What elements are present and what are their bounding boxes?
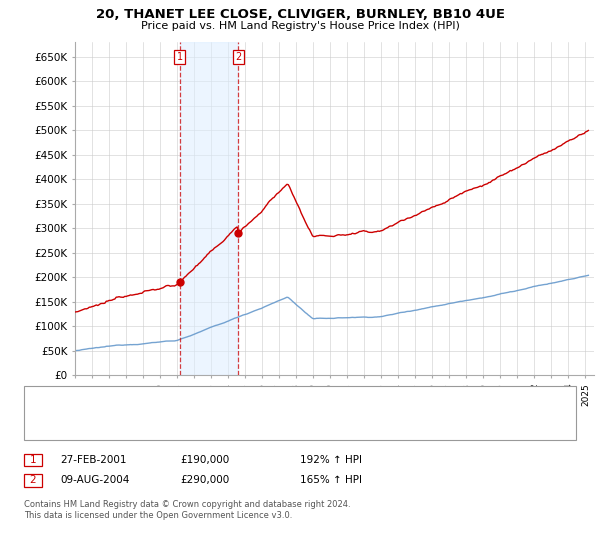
Text: 2: 2 xyxy=(29,475,37,486)
Text: 09-AUG-2004: 09-AUG-2004 xyxy=(60,475,130,486)
Text: £190,000: £190,000 xyxy=(180,455,229,465)
Text: This data is licensed under the Open Government Licence v3.0.: This data is licensed under the Open Gov… xyxy=(24,511,292,520)
Text: £290,000: £290,000 xyxy=(180,475,229,486)
Text: Contains HM Land Registry data © Crown copyright and database right 2024.: Contains HM Land Registry data © Crown c… xyxy=(24,500,350,508)
Text: 1: 1 xyxy=(176,52,183,62)
Text: 20, THANET LEE CLOSE, CLIVIGER, BURNLEY, BB10 4UE (detached house): 20, THANET LEE CLOSE, CLIVIGER, BURNLEY,… xyxy=(75,396,436,407)
Text: HPI: Average price, detached house, Burnley: HPI: Average price, detached house, Burn… xyxy=(75,421,293,431)
Text: 2: 2 xyxy=(235,52,241,62)
Text: 1: 1 xyxy=(29,455,37,465)
Text: Price paid vs. HM Land Registry's House Price Index (HPI): Price paid vs. HM Land Registry's House … xyxy=(140,21,460,31)
Text: 20, THANET LEE CLOSE, CLIVIGER, BURNLEY, BB10 4UE: 20, THANET LEE CLOSE, CLIVIGER, BURNLEY,… xyxy=(95,8,505,21)
Text: 192% ↑ HPI: 192% ↑ HPI xyxy=(300,455,362,465)
Text: 165% ↑ HPI: 165% ↑ HPI xyxy=(300,475,362,486)
Text: 27-FEB-2001: 27-FEB-2001 xyxy=(60,455,127,465)
